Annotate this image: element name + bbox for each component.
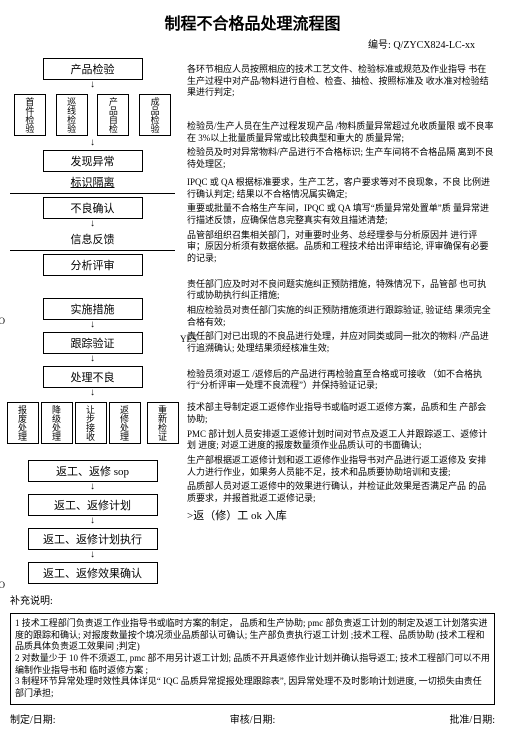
desc-8: 相应检验员对责任部门实施的纠正预防措施须进行跟踪验证, 验证结 果须完全合格有效… — [185, 305, 495, 328]
desc-5: 重要或批量不合格生产车间，IPQC 或 QA 填写“质量异常处置单”质 量异常进… — [185, 203, 495, 226]
step-feedback: 信息反馈 — [10, 231, 175, 247]
signature-row: 制定/日期: 审核/日期: 批准/日期: — [10, 711, 495, 726]
step-exec: 返工、返修计划执行 — [28, 528, 158, 550]
no-label: NO — [0, 316, 5, 326]
main-layout: 产品检验 ↓ 首件检验 巡线检验 产品自检 成品检验 ↓ 发现异常 标识隔离 不… — [10, 56, 495, 586]
step-rework: 返修处理 — [109, 402, 141, 444]
step-review: 分析评审 — [43, 254, 143, 276]
supplement-label: 补充说明: — [10, 592, 495, 607]
arrow: ↓ — [10, 356, 175, 364]
step-effect: 返工、返修效果确认 — [28, 562, 158, 584]
arrow: ↓ — [10, 484, 175, 492]
desc-2: 检验员/生产人员在生产过程发现产品 /物料质量异常超过允收质量限 或不良率在 3… — [185, 121, 495, 144]
desc-11: 技术部主导制定返工返修作业指导书或临时返工返修方案，品质和生 产部会协助; — [185, 402, 495, 425]
desc-7: 责任部门应及时对不良问题实施纠正预防措施，特殊情况下，品管部 也可执行或协助执行… — [185, 279, 495, 302]
step-inspect: 产品检验 — [43, 58, 143, 80]
suppl-3: 3 制程环节异常处理时效性具体详见“ IQC 品质异常提报处理跟踪表”, 因异常… — [15, 676, 490, 699]
inspect-types: 首件检验 巡线检验 产品自检 成品检验 — [10, 92, 175, 138]
desc-4: IPQC 或 QA 根据标准要求，生产工艺，客户要求等对不良现象，不良 比例进行… — [185, 177, 495, 200]
step-downgrade: 降级处理 — [41, 402, 73, 444]
flowchart-column: 产品检验 ↓ 首件检验 巡线检验 产品自检 成品检验 ↓ 发现异常 标识隔离 不… — [10, 56, 175, 586]
page-title: 制程不合格品处理流程图 — [10, 10, 495, 34]
step-handle: 处理不良 — [43, 366, 143, 388]
desc-1: 各环节相应人员按照相应的技术工艺文件、检验标准或规范及作业指导 书在生产过程中对… — [185, 64, 495, 99]
step-isolate: 标识隔离 — [10, 174, 175, 190]
doc-number: 编号: Q/ZYCX824-LC-xx — [10, 36, 495, 51]
arrow: ↓ — [10, 552, 175, 560]
arrow: ↓ — [10, 221, 175, 229]
no-label-2: NO — [0, 580, 5, 590]
step-first: 首件检验 — [14, 94, 46, 136]
step-recheck: 重新检证 — [147, 402, 179, 444]
desc-9: 责任部门对已出现的不良品进行处理，并应对同类或同一批次的物料 /产品进行追溯确认… — [185, 331, 495, 354]
sig-review: 审核/日期: — [230, 711, 276, 726]
arrow: ↓ — [10, 140, 175, 148]
arrow: ↓ — [10, 82, 175, 90]
desc-12: PMC 部计划人员安排返工返修计划时间对节点及返工人并跟踪返工、返修计划 进度;… — [185, 429, 495, 452]
step-patrol: 巡线检验 — [56, 94, 88, 136]
step-implement: 实施措施 — [43, 298, 143, 320]
step-verify: 跟踪验证 — [43, 332, 143, 354]
suppl-2: 2 对数量少于 10 件不须返工, pmc 部不用另计返工计划; 品质不开具返修… — [15, 653, 490, 676]
supplement-box: 1 技术工程部门负责返工作业指导书或临时方案的制定， 品质和生产协助; pmc … — [10, 613, 495, 705]
suppl-1: 1 技术工程部门负责返工作业指导书或临时方案的制定， 品质和生产协助; pmc … — [15, 618, 490, 653]
step-self: 产品自检 — [97, 94, 129, 136]
step-sop: 返工、返修 sop — [28, 460, 158, 482]
sig-create: 制定/日期: — [10, 711, 56, 726]
arrow: ↓ — [10, 390, 175, 398]
step-scrap: 报废处理 — [7, 402, 39, 444]
step-final: 成品检验 — [139, 94, 171, 136]
handle-types: 报废处理 降级处理 让步接收 返修处理 重新检证 — [10, 400, 175, 446]
step-concession: 让步接收 — [75, 402, 107, 444]
description-column: 各环节相应人员按照相应的技术工艺文件、检验标准或规范及作业指导 书在生产过程中对… — [185, 56, 495, 586]
desc-13: 生产部根据返工返修计划和返工返修作业指导书对产品进行返工返修及 安排人力进行作业… — [185, 455, 495, 478]
yes-label: YES — [180, 334, 197, 344]
desc-3: 检验员及时对异常物料/产品进行不合格标识; 生产车间将不合格品隔 离到不良待处理… — [185, 147, 495, 170]
desc-14: 品质部人员对返工返修中的效果进行确认，并检证此效果是否满足产品 的品质要求，并报… — [185, 481, 495, 504]
arrow: ↓ — [10, 518, 175, 526]
arrow: ↓ — [10, 322, 175, 330]
step-abnormal: 发现异常 — [43, 150, 143, 172]
sig-approve: 批准/日期: — [449, 711, 495, 726]
output-label: >返（修）工 ok 入库 — [185, 509, 495, 523]
step-confirm: 不良确认 — [43, 197, 143, 219]
desc-10: 检验员须对返工 /返修后的产品进行再检验直至合格或可接收 （如不合格执行“分析评… — [185, 369, 495, 392]
desc-6: 品管部组织召集相关部门，对重要时业务、总经理参与分析原因并 进行评审；原因分析须… — [185, 230, 495, 265]
step-plan: 返工、返修计划 — [28, 494, 158, 516]
